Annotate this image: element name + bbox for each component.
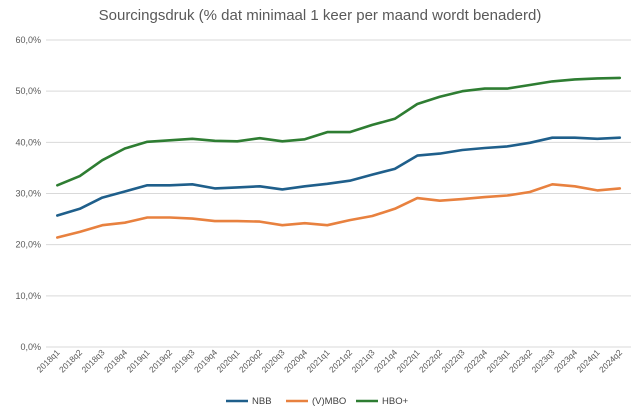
x-tick-label: 2021q1: [305, 347, 332, 374]
x-tick-label: 2018q4: [102, 347, 129, 374]
x-tick-label: 2024q1: [575, 347, 602, 374]
x-tick-label: 2023q4: [552, 347, 579, 374]
x-tick-label: 2023q3: [530, 347, 557, 374]
legend: NBB (V)MBO HBO+: [226, 396, 409, 407]
x-tick-label: 2023q1: [485, 347, 512, 374]
x-tick-label: 2020q2: [237, 347, 264, 374]
x-tick-label: 2021q4: [372, 347, 399, 374]
y-tick-label: 50,0%: [15, 86, 41, 96]
y-tick-label: 40,0%: [15, 137, 41, 147]
x-tick-label: 2018q2: [57, 347, 84, 374]
series-lines: [55, 76, 622, 239]
x-tick-label: 2019q4: [192, 347, 219, 374]
gridlines: [46, 39, 631, 348]
x-tick-label: 2023q2: [507, 347, 534, 374]
x-tick-label: 2022q4: [462, 347, 489, 374]
x-tick-label: 2024q2: [597, 347, 624, 374]
x-tick-label: 2020q1: [215, 347, 242, 374]
series-line-hbo: [55, 76, 622, 187]
legend-label-vmbo: (V)MBO: [312, 396, 346, 407]
series-line-nbb: [55, 136, 622, 217]
x-tick-label: 2018q3: [80, 347, 107, 374]
x-tick-label: 2019q2: [147, 347, 174, 374]
y-tick-label: 10,0%: [15, 291, 41, 301]
x-tick-label: 2020q3: [260, 347, 287, 374]
series-line-vmbo: [55, 183, 622, 239]
x-tick-label: 2022q2: [417, 347, 444, 374]
x-tick-label: 2020q4: [282, 347, 309, 374]
y-tick-label: 60,0%: [15, 35, 41, 45]
y-tick-label: 20,0%: [15, 240, 41, 250]
y-tick-label: 30,0%: [15, 189, 41, 199]
x-tick-label: 2019q3: [170, 347, 197, 374]
legend-label-nbb: NBB: [252, 396, 272, 407]
x-tick-label: 2019q1: [125, 347, 152, 374]
y-tick-label: 0,0%: [20, 342, 41, 352]
x-axis-ticks: 2018q12018q22018q32018q42019q12019q22019…: [35, 347, 625, 374]
x-tick-label: 2021q3: [350, 347, 377, 374]
x-tick-label: 2022q1: [395, 347, 422, 374]
legend-label-hbo: HBO+: [382, 396, 409, 407]
x-tick-label: 2022q3: [440, 347, 467, 374]
chart-title: Sourcingsdruk (% dat minimaal 1 keer per…: [98, 7, 542, 24]
x-tick-label: 2021q2: [327, 347, 354, 374]
y-axis-ticks: 0,0% 10,0% 20,0% 30,0% 40,0% 50,0% 60,0%: [15, 35, 41, 352]
